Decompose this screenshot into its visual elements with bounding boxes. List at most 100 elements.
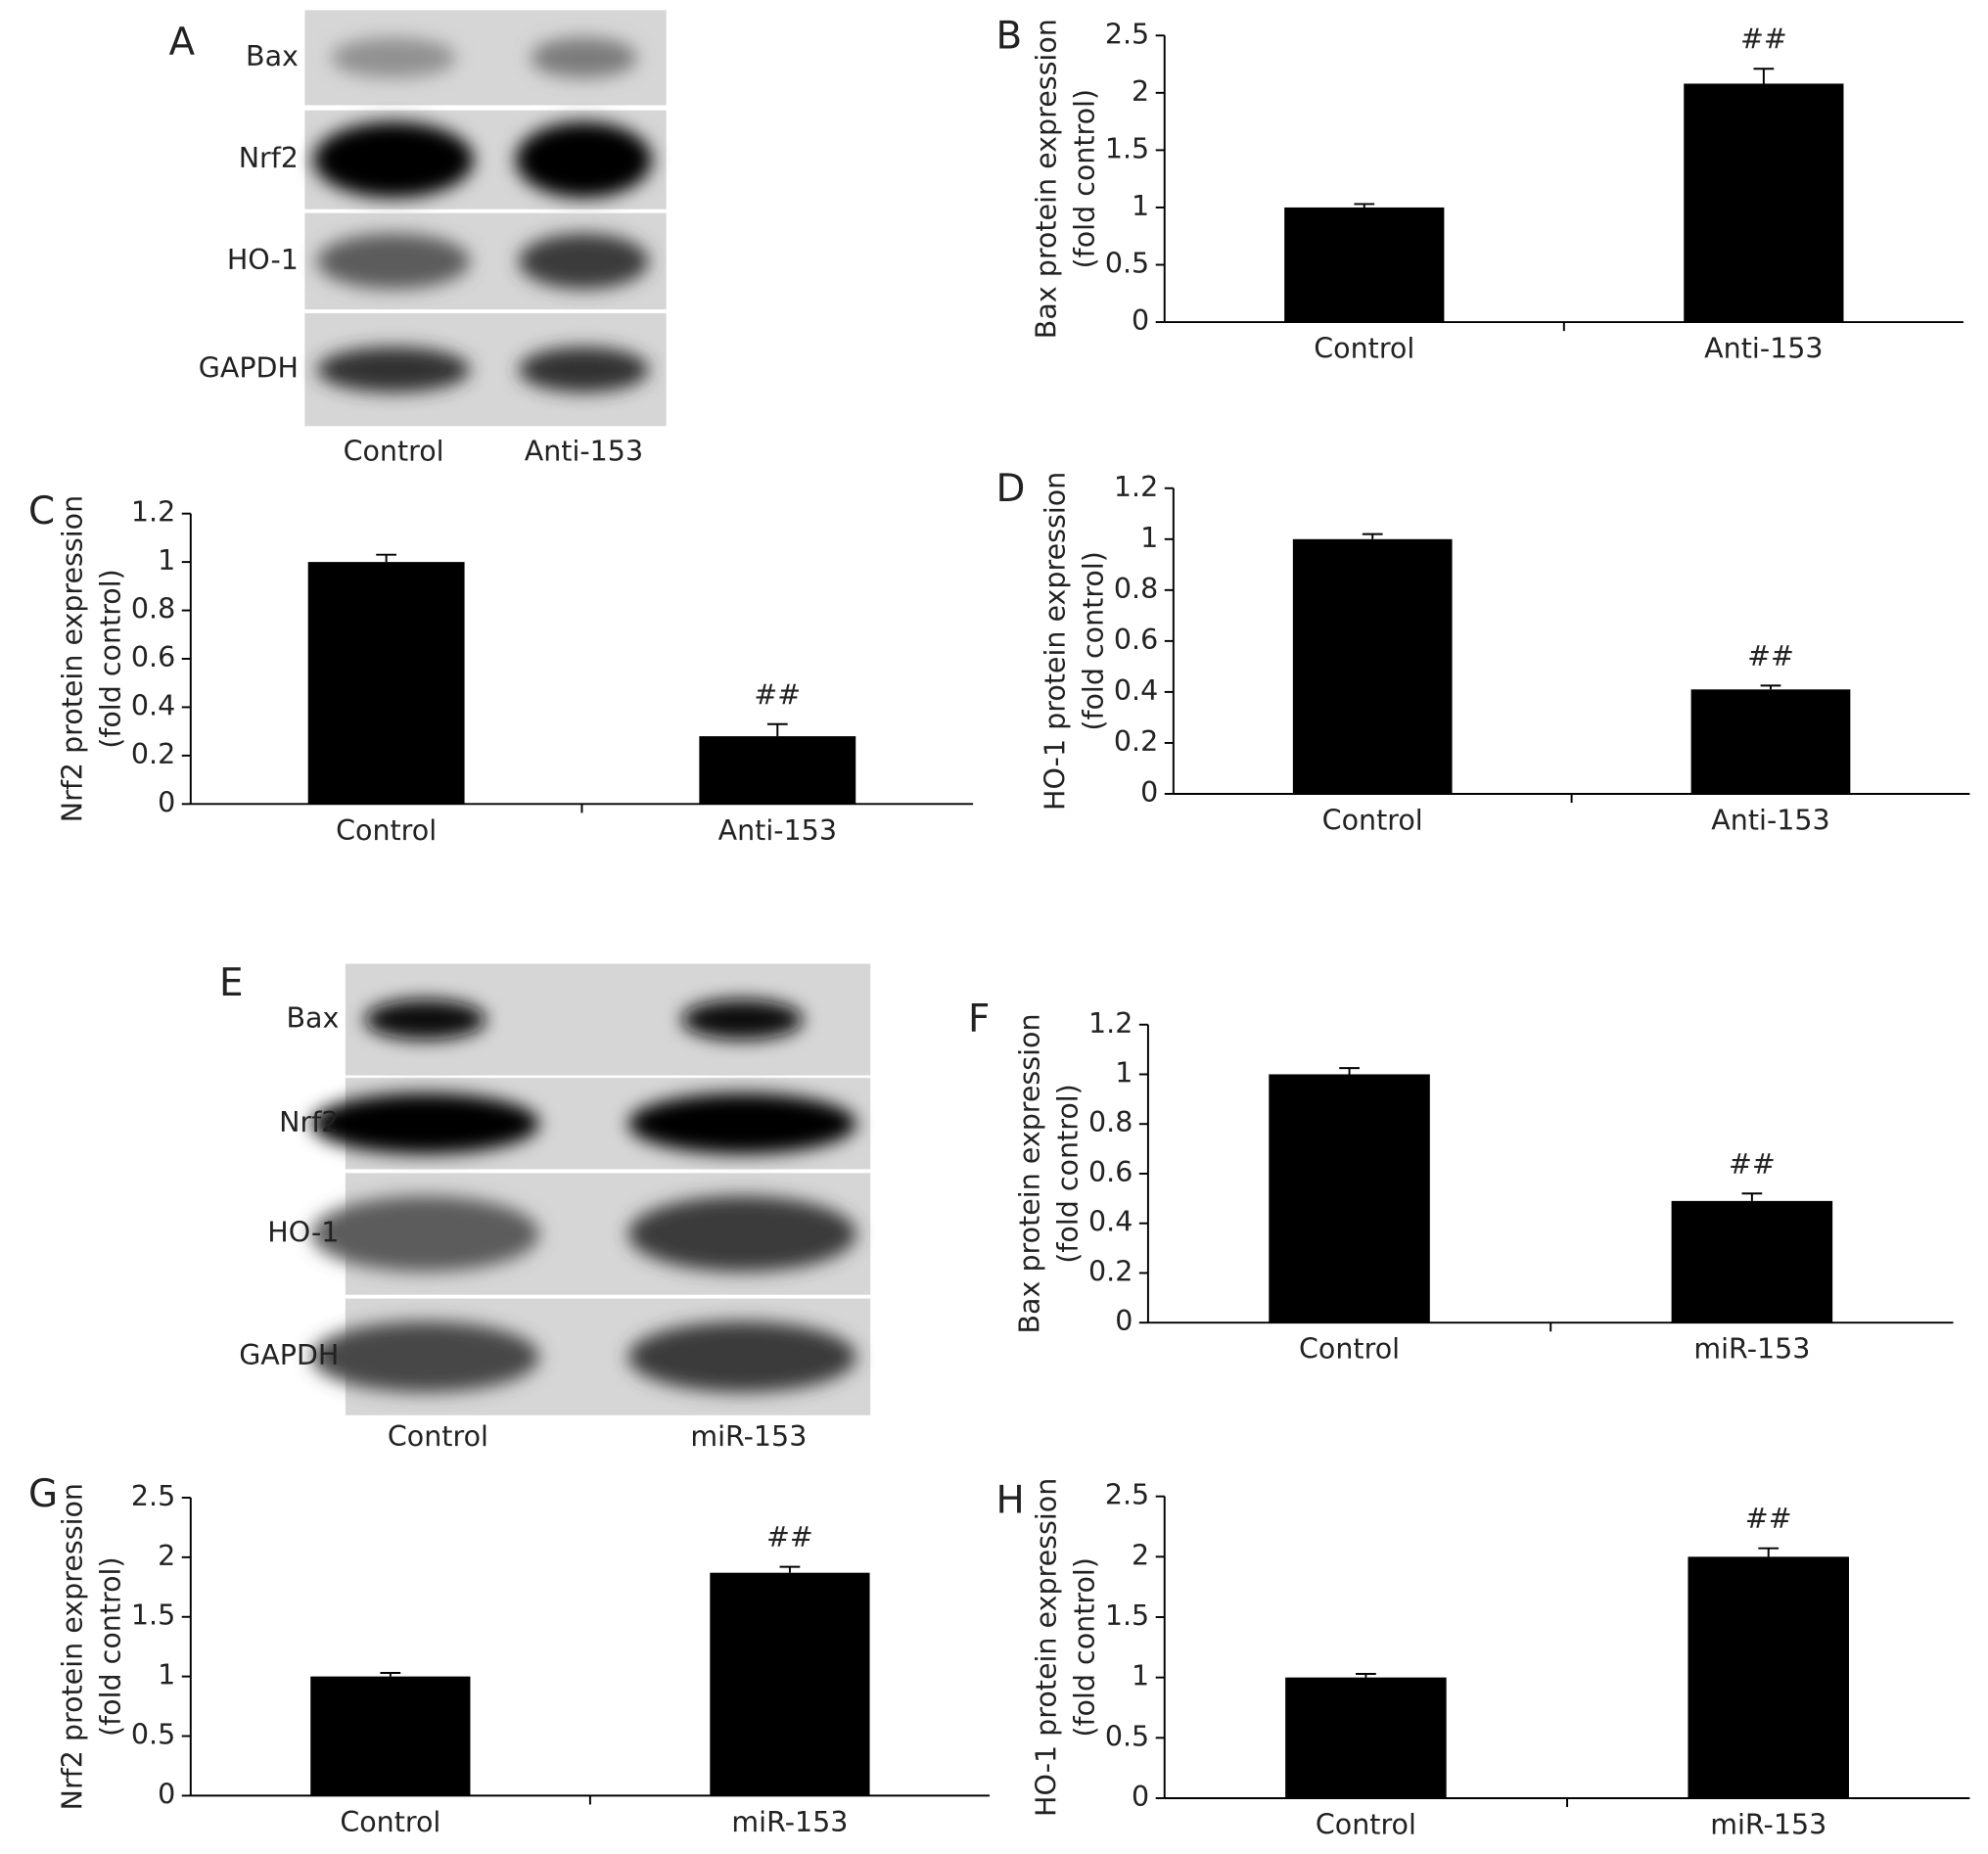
error-bar (1362, 533, 1383, 539)
error-bar (1753, 68, 1775, 84)
blot-row-label: Bax (246, 40, 299, 72)
y-axis-label: Bax protein expression (1014, 1013, 1046, 1333)
y-tick-label: 0.6 (1088, 1156, 1133, 1188)
y-tick-label: 0.2 (1114, 725, 1158, 758)
y-tick-label: 1 (158, 1659, 175, 1692)
y-tick-label: 0 (1132, 1781, 1149, 1813)
y-tick-label: 0 (158, 1778, 175, 1810)
y-tick-label: 1 (1132, 190, 1149, 222)
y-axis-label: Nrf2 protein expression (57, 1483, 89, 1810)
blot-band (518, 233, 650, 290)
significance-label: ## (1745, 1503, 1792, 1535)
y-tick-label: 1.2 (131, 496, 175, 529)
y-tick-label: 1.5 (131, 1599, 175, 1632)
blot-band (310, 1092, 540, 1154)
x-tick-label: Anti-153 (718, 814, 837, 847)
significance-label: ## (766, 1521, 813, 1553)
y-tick-label: 0.6 (1114, 624, 1158, 656)
y-axis-label: HO-1 protein expression (1040, 472, 1072, 811)
x-tick-label: miR-153 (1693, 1333, 1810, 1366)
significance-label: ## (1747, 640, 1794, 672)
blot-band (316, 233, 471, 290)
y-tick-label: 0.8 (1114, 573, 1158, 605)
y-tick-label: 1 (1115, 1056, 1133, 1089)
y-tick-label: 0.4 (1114, 674, 1158, 707)
blot-band (530, 37, 637, 78)
y-axis-label: (fold control) (94, 569, 126, 749)
y-tick-label: 2 (1132, 75, 1149, 108)
y-axis-label: (fold control) (1052, 1084, 1085, 1264)
blot-band (310, 1321, 540, 1393)
x-tick-label: Control (1314, 333, 1414, 365)
y-tick-label: 1 (158, 544, 175, 577)
blot-row-label: GAPDH (199, 352, 299, 385)
panel-letter: G (28, 1472, 58, 1516)
y-axis-label: (fold control) (1077, 551, 1109, 731)
significance-label: ## (754, 678, 801, 711)
blot-band (364, 998, 486, 1041)
y-tick-label: 1.2 (1114, 471, 1158, 503)
y-tick-label: 0.4 (1088, 1206, 1133, 1238)
y-tick-label: 1.5 (1105, 132, 1149, 164)
x-tick-label: Anti-153 (1704, 333, 1823, 365)
y-axis-label: (fold control) (94, 1556, 126, 1737)
y-tick-label: 0.2 (131, 738, 175, 770)
y-tick-label: 1.5 (1105, 1599, 1149, 1632)
bar (1285, 1677, 1447, 1798)
panel-letter: D (995, 467, 1025, 511)
panel-letter: B (995, 14, 1022, 58)
x-tick-label: Control (340, 1806, 440, 1838)
blot-band (330, 37, 457, 78)
bar (1690, 689, 1851, 794)
y-tick-label: 0.5 (1105, 247, 1149, 279)
error-bar (1356, 1672, 1376, 1678)
error-bar (1354, 203, 1375, 208)
y-tick-label: 0.5 (131, 1719, 175, 1751)
y-axis-label: (fold control) (1068, 1557, 1100, 1738)
y-tick-label: 2.5 (131, 1480, 175, 1512)
error-bar (779, 1565, 801, 1573)
x-tick-label: Control (1316, 1808, 1416, 1840)
y-axis-label: Nrf2 protein expression (57, 495, 89, 822)
error-bar (766, 722, 788, 737)
y-tick-label: 1 (1132, 1660, 1149, 1692)
x-tick-label: Control (1299, 1333, 1400, 1366)
y-tick-label: 1.2 (1088, 1007, 1133, 1040)
y-tick-label: 0.6 (131, 641, 175, 673)
x-tick-label: miR-153 (1710, 1808, 1826, 1840)
y-tick-label: 0.2 (1088, 1255, 1133, 1287)
blot-row-label: GAPDH (239, 1339, 339, 1371)
blot-band (627, 1195, 856, 1273)
panel-letter: H (995, 1479, 1024, 1523)
y-axis-label: (fold control) (1068, 89, 1100, 269)
x-tick-label: Control (336, 814, 437, 847)
bar (1687, 1556, 1849, 1798)
panel-letter: C (28, 489, 55, 533)
bar (710, 1572, 870, 1796)
y-tick-label: 2 (1132, 1539, 1149, 1571)
blot-band (313, 121, 475, 199)
bar (310, 1676, 471, 1796)
bar (1684, 83, 1844, 323)
y-tick-label: 0.8 (131, 593, 175, 626)
y-tick-label: 2.5 (1105, 18, 1149, 50)
blot-band (310, 1195, 540, 1273)
x-tick-label: miR-153 (731, 1806, 848, 1838)
y-tick-label: 2.5 (1105, 1479, 1149, 1511)
blot-lane-label: Control (388, 1420, 488, 1453)
bar (1671, 1200, 1833, 1323)
blot-row-label: HO-1 (267, 1217, 339, 1249)
y-tick-label: 0 (1140, 776, 1158, 809)
y-tick-label: 2 (158, 1540, 175, 1572)
blot-band (627, 1092, 856, 1154)
y-axis-label: HO-1 protein expression (1031, 1478, 1063, 1817)
error-bar (1741, 1192, 1763, 1201)
bar (699, 736, 856, 805)
blot-band (627, 1321, 856, 1393)
significance-label: ## (1729, 1148, 1776, 1181)
x-tick-label: Anti-153 (1711, 804, 1829, 836)
blot-lane-label: Control (344, 435, 444, 467)
panel-letter: A (168, 21, 195, 65)
blot-band (518, 347, 650, 393)
